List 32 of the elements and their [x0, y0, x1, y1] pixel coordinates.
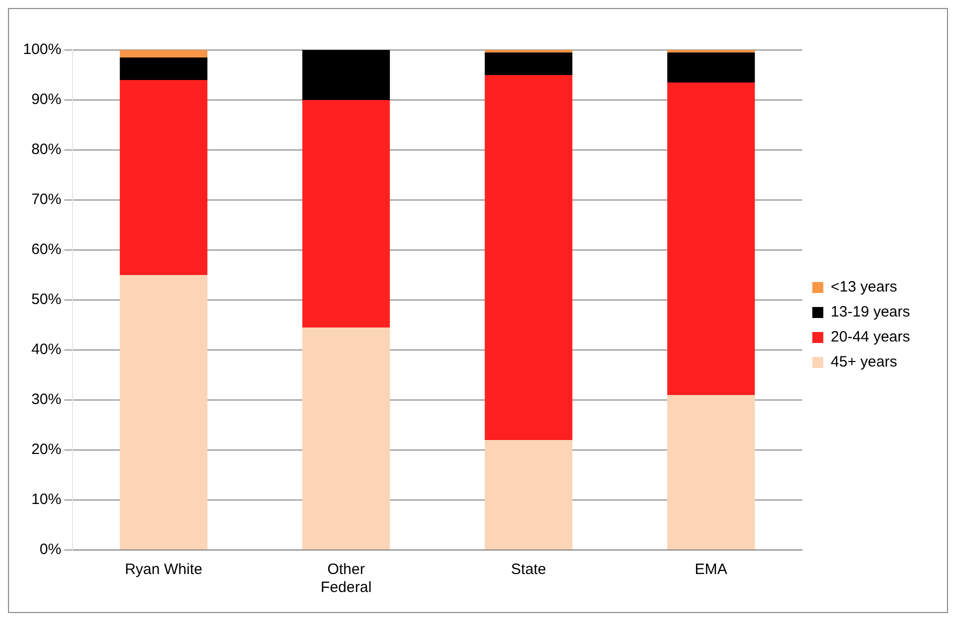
- y-tick-label: 10%: [31, 491, 62, 508]
- bar: [484, 75, 572, 440]
- x-tick-label: State: [511, 561, 546, 578]
- bar: [302, 50, 390, 100]
- bar: [484, 440, 572, 550]
- y-tick-label: 70%: [31, 191, 62, 208]
- y-tick-label: 90%: [31, 91, 62, 108]
- y-tick-label: 20%: [31, 441, 62, 458]
- y-tick-label: 80%: [31, 141, 62, 158]
- x-tick-label: Ryan White: [124, 561, 202, 578]
- y-tick-label: 100%: [22, 41, 62, 58]
- bar: [302, 100, 390, 328]
- legend-label: 20-44 years: [830, 328, 910, 346]
- y-tick-label: 0%: [40, 541, 62, 558]
- bar: [667, 82, 755, 395]
- x-tick-label: EMA: [694, 561, 728, 578]
- y-tick-label: 40%: [31, 341, 62, 358]
- bar: [120, 275, 208, 550]
- x-tick-label: Other Federal: [320, 561, 372, 596]
- legend-label: 45+ years: [830, 354, 898, 371]
- bar: [120, 80, 208, 275]
- y-tick-label: 50%: [31, 291, 62, 308]
- bar: [302, 328, 390, 550]
- bar: [667, 52, 755, 82]
- y-tick-label: 60%: [31, 241, 62, 258]
- legend-label: <13 years: [830, 278, 898, 296]
- bar: [667, 395, 755, 550]
- y-tick-label: 30%: [31, 391, 62, 408]
- bar: [484, 52, 572, 75]
- bar: [120, 58, 208, 80]
- legend-label: 13-19 years: [830, 304, 910, 321]
- bar: [120, 50, 208, 58]
